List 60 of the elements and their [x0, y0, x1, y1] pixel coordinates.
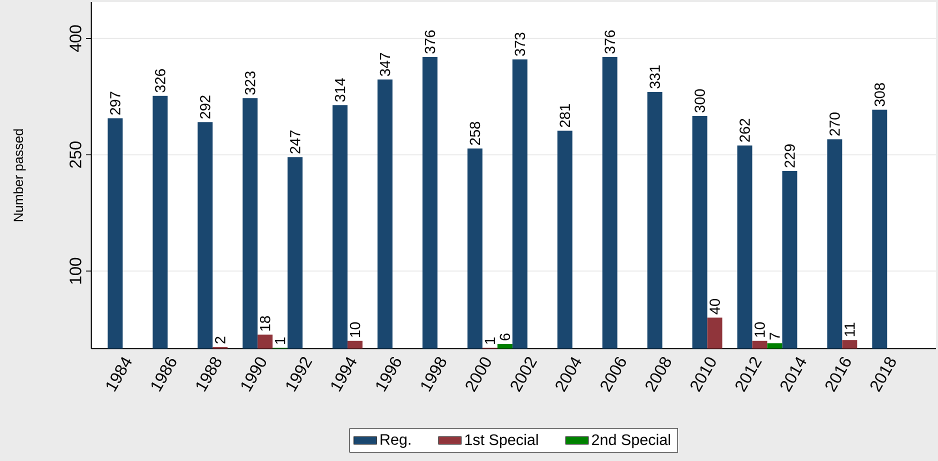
data-label: 40: [710, 298, 720, 314]
bar: [108, 118, 123, 349]
bar: [378, 79, 392, 349]
y-axis-title: Number passed: [13, 129, 26, 222]
data-label: 258: [470, 122, 480, 145]
bar: [288, 157, 303, 349]
bar: [872, 110, 888, 349]
bar: [242, 98, 258, 349]
data-label: 323: [244, 71, 256, 95]
y-tick-label: 400: [70, 25, 82, 52]
bar: [752, 340, 768, 349]
legend-label: Reg.: [380, 434, 410, 448]
bar: [258, 334, 273, 349]
bar: [707, 318, 722, 349]
bar: [497, 344, 512, 349]
bar: [422, 56, 438, 349]
data-label: 292: [200, 96, 210, 118]
bar: [842, 340, 858, 349]
bar: [512, 59, 528, 349]
data-label: 308: [874, 83, 885, 106]
data-label: 373: [514, 32, 526, 56]
data-label: 300: [694, 89, 705, 112]
y-tick-label: 100: [70, 258, 82, 284]
data-label: 376: [424, 30, 436, 54]
data-label: 1: [484, 337, 495, 344]
bar: [198, 122, 213, 349]
data-label: 229: [784, 144, 795, 168]
y-tick-label: 250: [70, 141, 82, 168]
bar: [647, 92, 662, 349]
bar: [692, 116, 708, 349]
bar: [557, 130, 572, 349]
bar: [467, 148, 482, 349]
data-label: 281: [560, 104, 570, 127]
bar: [348, 340, 363, 349]
data-label: 18: [260, 316, 270, 331]
data-label: 347: [380, 52, 390, 76]
data-label: 247: [290, 130, 300, 154]
legend-label: 2nd Special: [592, 434, 670, 448]
data-label: 376: [604, 30, 616, 54]
legend-label: 1st Special: [465, 434, 538, 448]
data-label: 326: [155, 69, 166, 92]
bar: [782, 170, 798, 349]
data-label: 270: [830, 112, 840, 136]
data-label: 314: [334, 78, 346, 102]
bar: [737, 145, 752, 349]
bar: [602, 56, 618, 349]
data-label: 297: [110, 92, 120, 115]
data-label: 331: [650, 65, 660, 88]
bar: [767, 343, 782, 349]
data-label: 11: [844, 322, 855, 336]
data-label: 10: [350, 322, 360, 337]
bar: [152, 96, 168, 349]
bar: [332, 105, 348, 349]
data-label: 1: [275, 337, 286, 344]
data-label: 7: [770, 332, 780, 340]
data-label: 2: [215, 336, 226, 344]
data-label: 262: [740, 118, 750, 142]
bar: [827, 139, 842, 349]
data-label: 10: [754, 322, 765, 337]
data-label: 6: [500, 333, 510, 340]
